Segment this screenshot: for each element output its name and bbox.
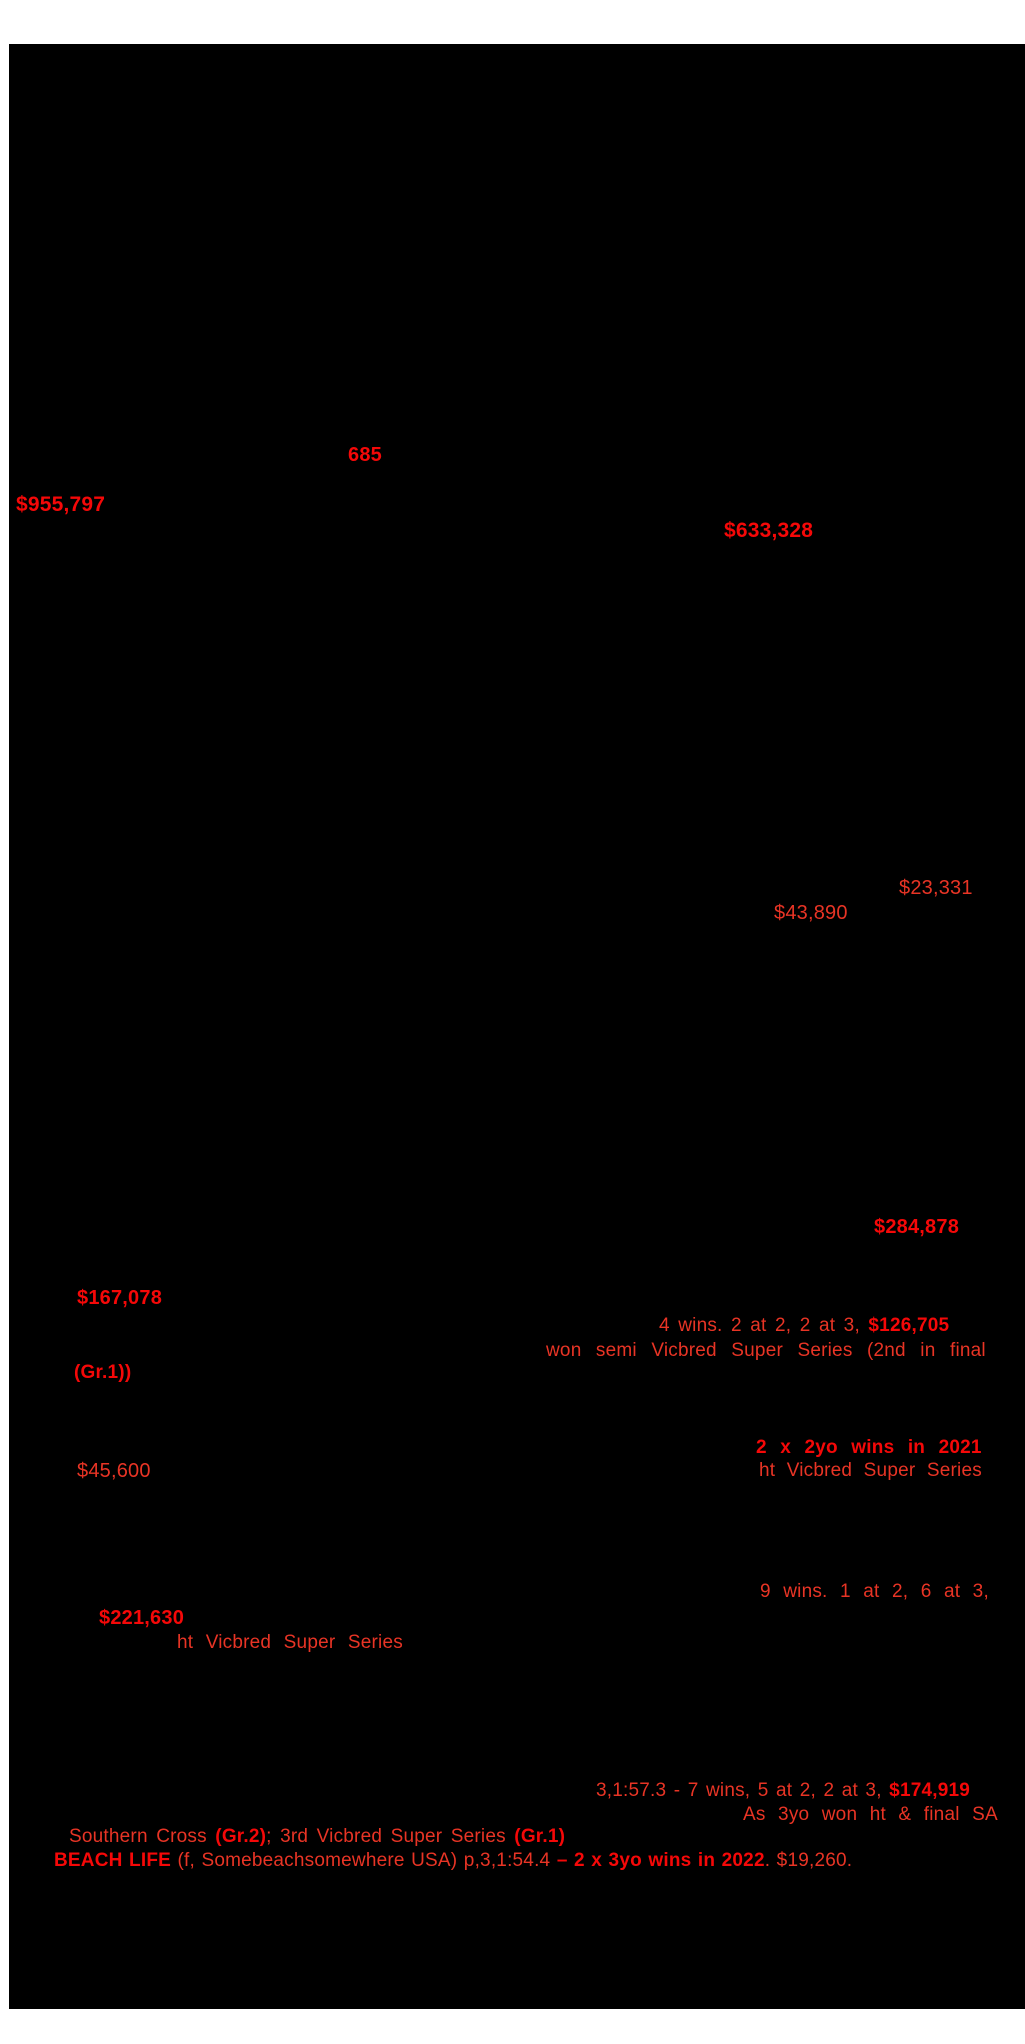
progeny-record-beach-life-text: . $19,260.	[764, 1850, 853, 1871]
progeny-record-southern-cross-text: (Gr.1)	[514, 1826, 566, 1847]
earnings-45600: $45,600	[77, 1460, 151, 1482]
earnings-633328: $633,328	[724, 519, 813, 543]
earnings-955797: $955,797	[16, 493, 105, 517]
progeny-record-southern-cross-text: (Gr.2)	[215, 1826, 267, 1847]
lot-number-text: 685	[348, 444, 382, 466]
progeny-record-vicbred-semi: won semi Vicbred Super Series (2nd in fi…	[546, 1340, 986, 1361]
progeny-record-ht-vicbred-1: ht Vicbred Super Series	[759, 1460, 982, 1481]
progeny-record-wins-126705: 4 wins. 2 at 2, 2 at 3, $126,705	[659, 1315, 949, 1336]
earnings-284878-text: $284,878	[874, 1216, 960, 1238]
progeny-record-ht-vicbred-2: ht Vicbred Super Series	[177, 1632, 403, 1653]
progeny-record-beach-life: BEACH LIFE (f, Somebeachsomewhere USA) p…	[54, 1850, 852, 1871]
earnings-45600-text: $45,600	[77, 1460, 151, 1482]
progeny-record-7-wins-174919: 3,1:57.3 - 7 wins, 5 at 2, 2 at 3, $174,…	[596, 1780, 970, 1801]
earnings-43890-text: $43,890	[774, 902, 848, 924]
progeny-record-9-wins-text: 9 wins. 1 at 2, 6 at 3,	[760, 1581, 989, 1602]
earnings-221630: $221,630	[99, 1607, 184, 1629]
progeny-record-wins-126705-text: $126,705	[868, 1315, 950, 1336]
progeny-record-7-wins-174919-text: $174,919	[889, 1780, 971, 1801]
progeny-record-beach-life-text: BEACH LIFE	[54, 1850, 171, 1871]
lot-number: 685	[348, 444, 382, 466]
grade-1-note-text: (Gr.1))	[74, 1362, 132, 1383]
earnings-955797-text: $955,797	[16, 493, 106, 516]
progeny-record-beach-life-text: (f, Somebeachsomewhere USA) p,3,1:54.4	[171, 1850, 557, 1871]
progeny-record-2yo-wins-2021-text: 2 x 2yo wins in 2021	[756, 1437, 982, 1458]
progeny-record-southern-cross-text: ; 3rd Vicbred Super Series	[266, 1826, 515, 1847]
earnings-23331: $23,331	[899, 877, 973, 899]
progeny-record-2yo-wins-2021: 2 x 2yo wins in 2021	[756, 1437, 982, 1458]
progeny-record-vicbred-semi-text: won semi Vicbred Super Series (2nd in fi…	[546, 1340, 986, 1361]
progeny-record-sa-final-text: As 3yo won ht & final SA	[743, 1804, 998, 1825]
earnings-167078: $167,078	[77, 1287, 162, 1309]
progeny-record-ht-vicbred-2-text: ht Vicbred Super Series	[177, 1632, 403, 1653]
progeny-record-7-wins-174919-text: 3,1:57.3 - 7 wins, 5 at 2, 2 at 3,	[596, 1780, 890, 1801]
earnings-43890: $43,890	[774, 902, 848, 924]
progeny-record-9-wins: 9 wins. 1 at 2, 6 at 3,	[760, 1581, 989, 1602]
progeny-record-sa-final: As 3yo won ht & final SA	[743, 1804, 998, 1825]
earnings-221630-text: $221,630	[99, 1607, 185, 1629]
earnings-23331-text: $23,331	[899, 877, 973, 899]
scanned-page-black-area	[9, 44, 1025, 2009]
progeny-record-beach-life-text: – 2 x 3yo wins in 2022	[556, 1850, 765, 1871]
earnings-633328-text: $633,328	[724, 519, 814, 542]
progeny-record-southern-cross: Southern Cross (Gr.2); 3rd Vicbred Super…	[69, 1826, 565, 1847]
progeny-record-southern-cross-text: Southern Cross	[69, 1826, 216, 1847]
grade-1-note: (Gr.1))	[74, 1362, 131, 1383]
progeny-record-wins-126705-text: 4 wins. 2 at 2, 2 at 3,	[659, 1315, 869, 1336]
earnings-284878: $284,878	[874, 1216, 959, 1238]
progeny-record-ht-vicbred-1-text: ht Vicbred Super Series	[759, 1460, 982, 1481]
earnings-167078-text: $167,078	[77, 1287, 163, 1309]
